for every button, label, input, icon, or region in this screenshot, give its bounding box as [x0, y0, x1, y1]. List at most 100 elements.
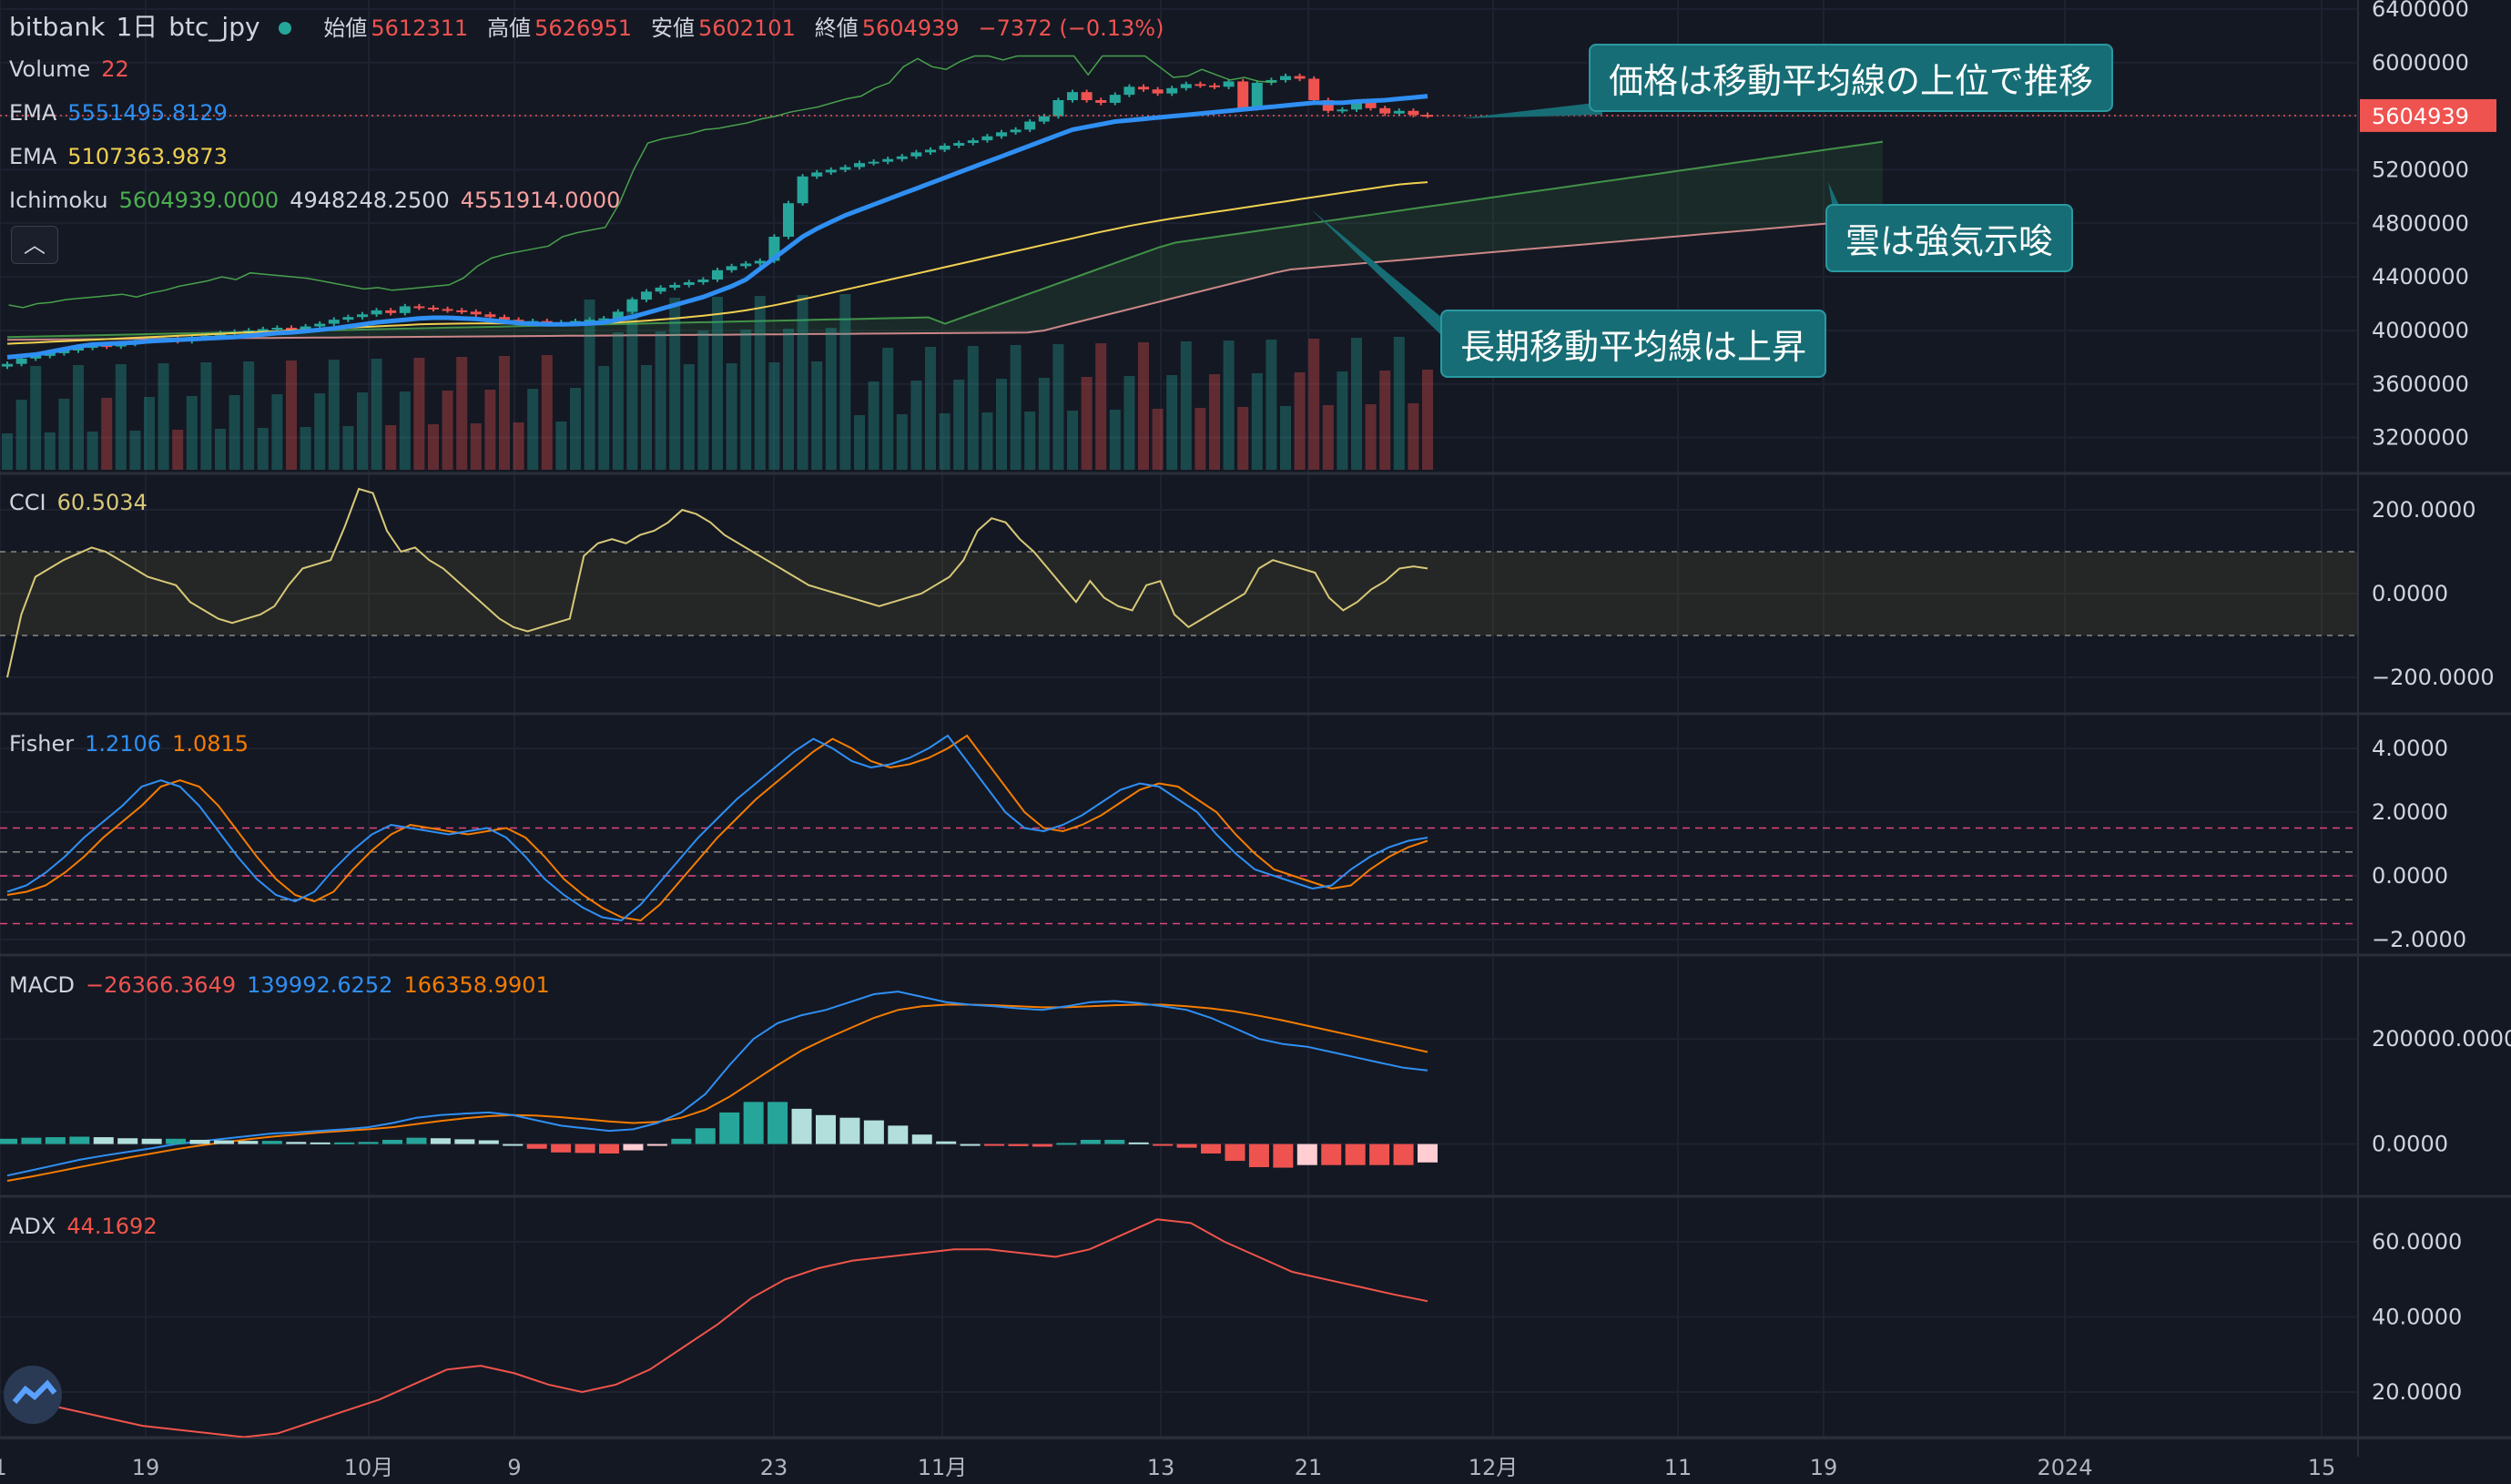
volume-bar [1393, 337, 1405, 470]
volume-bar [541, 355, 553, 470]
candle-body [300, 326, 311, 330]
time-axis[interactable]: 1 19 10月 9 23 11月 13 21 12月 11 19 2024 15 [0, 1438, 2511, 1480]
volume-bar [342, 426, 354, 470]
volume-bar [981, 412, 993, 470]
volume-bar [1152, 409, 1164, 470]
time-tick-label: 12月 [1469, 1455, 1519, 1480]
volume-bar [953, 380, 965, 470]
volume-bar [1308, 339, 1320, 470]
interval-label[interactable]: 1日 [116, 12, 158, 42]
candle-body [1280, 76, 1291, 80]
ichimoku-v1: 5604939.0000 [118, 188, 280, 213]
candle-body [30, 355, 42, 359]
volume-bar [1010, 345, 1022, 470]
volume-bar [15, 400, 27, 470]
macd-label: MACD [9, 972, 75, 998]
candle-body [1251, 82, 1263, 108]
candle-body [981, 136, 993, 141]
volume-bar [584, 300, 595, 470]
macd-histogram-bar [815, 1114, 836, 1144]
adx-label: ADX [9, 1214, 56, 1239]
macd-histogram-bar [1296, 1143, 1317, 1165]
macd-histogram-bar [286, 1142, 307, 1144]
candle-body [257, 329, 269, 331]
indicator-lines [0, 55, 2358, 1438]
close-value: 5604939 [861, 15, 960, 41]
macd-histogram-bar [936, 1141, 957, 1144]
volume-bar [811, 361, 823, 470]
candle-body [598, 318, 610, 320]
volume-bar [882, 348, 894, 470]
candle-body [484, 314, 496, 318]
macd-histogram-bar [238, 1141, 259, 1144]
ichimoku-label: Ichimoku [9, 188, 108, 213]
fisher-trigger-line [6, 734, 1428, 922]
macd-v2: 139992.6252 [247, 972, 393, 998]
time-tick-label: 19 [132, 1455, 160, 1480]
candle-body [399, 306, 411, 313]
macd-histogram-bar [1393, 1143, 1414, 1165]
candle-body [655, 287, 666, 292]
volume-bar [570, 388, 581, 470]
adx-line [6, 1218, 1428, 1438]
candle-body [385, 310, 397, 313]
candle-body [939, 146, 951, 150]
symbol-name[interactable]: btc_jpy [168, 12, 260, 42]
volume-bar [1138, 342, 1149, 470]
macd-histogram-bar [141, 1138, 162, 1144]
macd-histogram-bar [1104, 1139, 1125, 1144]
high-value: 5626951 [534, 15, 633, 41]
ichimoku-legend[interactable]: Ichimoku 5604939.0000 4948248.2500 4551914.… [9, 188, 631, 213]
volume-bar [655, 331, 666, 470]
volume-bar [158, 363, 169, 470]
ema-slow-legend[interactable]: EMA 5107363.9873 [9, 144, 239, 169]
ema-fast-value: 5551495.8129 [67, 100, 228, 126]
volume-bar [925, 347, 936, 470]
candle-body [314, 323, 326, 327]
fisher-legend[interactable]: Fisher 1.2106 1.0815 [9, 731, 259, 757]
macd-histogram-bar [454, 1139, 475, 1144]
macd-histogram-bar [526, 1143, 547, 1149]
macd-histogram-bar [1176, 1143, 1197, 1148]
volume-bar [229, 395, 240, 470]
ichimoku-cloud-area [7, 141, 1883, 341]
price-tick-label: 6000000 [2372, 50, 2469, 76]
candle-body [783, 203, 794, 237]
macd-histogram-bar [1201, 1143, 1222, 1154]
volume-bar [286, 361, 297, 470]
volume-bar [314, 393, 326, 470]
macd-histogram-bar [1345, 1143, 1366, 1165]
volume-bar [1251, 373, 1263, 470]
price-axis[interactable]: 6400000600000056000005200000480000044000… [2360, 0, 2511, 1405]
ema-fast-legend[interactable]: EMA 5551495.8129 [9, 100, 239, 126]
volume-bar [1095, 343, 1107, 470]
macd-line [6, 991, 1428, 1177]
macd-histogram-bar [1369, 1143, 1390, 1165]
ichimoku-v3: 4551914.0000 [460, 188, 621, 213]
candle-body [44, 352, 56, 356]
volume-bar [868, 381, 879, 470]
macd-histogram [0, 1102, 1438, 1168]
macd-histogram-bar [1008, 1143, 1029, 1146]
candle-body [1166, 87, 1178, 94]
volume-legend[interactable]: Volume 22 [9, 56, 140, 82]
tradingview-logo[interactable] [4, 1366, 62, 1424]
cci-legend[interactable]: CCI 60.5034 [9, 490, 158, 515]
volume-bar [996, 379, 1007, 470]
indicator-tick-label: 200000.0000 [2372, 1026, 2511, 1052]
candle-body [1024, 121, 1036, 130]
macd-histogram-bar [1248, 1143, 1269, 1167]
volume-bar [1408, 403, 1419, 470]
adx-legend[interactable]: ADX 44.1692 [9, 1214, 168, 1239]
macd-histogram-bar [863, 1120, 884, 1144]
collapse-legend-button[interactable]: ︿ [11, 226, 58, 264]
volume-bar [1081, 377, 1093, 470]
macd-legend[interactable]: MACD −26366.3649 139992.6252 166358.9901 [9, 972, 561, 998]
indicator-tick-label: 0.0000 [2372, 1132, 2448, 1157]
candle-body [726, 266, 737, 270]
macd-histogram-bar [382, 1139, 403, 1144]
time-tick-label: 10月 [344, 1455, 394, 1480]
macd-histogram-bar [166, 1138, 187, 1144]
macd-histogram-bar [599, 1143, 620, 1154]
